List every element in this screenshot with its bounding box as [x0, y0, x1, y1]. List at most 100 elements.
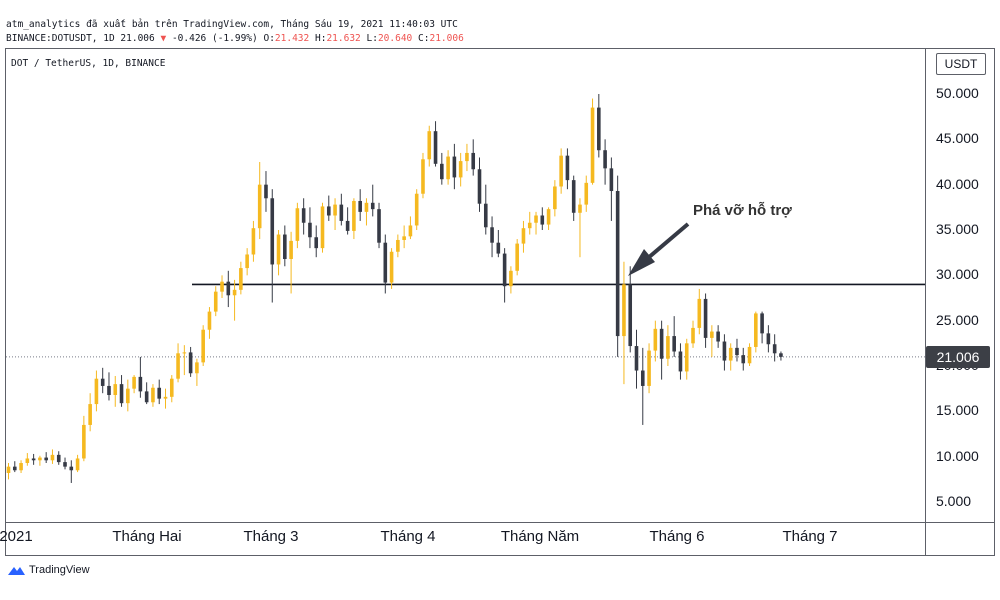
candle-body: [766, 333, 771, 345]
candle-body: [540, 215, 545, 225]
candle-body: [82, 424, 86, 459]
close-label: C:: [418, 33, 430, 44]
x-tick-label: Tháng Hai: [112, 528, 182, 545]
candle-body: [352, 200, 356, 231]
candle-body: [490, 227, 494, 243]
currency-button[interactable]: USDT: [936, 53, 986, 75]
chart-area[interactable]: [5, 48, 995, 556]
close-value: 21.006: [429, 33, 464, 44]
candle-body: [396, 239, 400, 252]
candle-body: [697, 298, 702, 328]
candle-body: [546, 209, 551, 225]
candle-body: [628, 284, 633, 347]
candle-body: [220, 281, 224, 292]
candle-body: [94, 378, 99, 405]
candle-body: [779, 353, 783, 357]
candle-body: [659, 328, 664, 359]
candle-body: [207, 311, 212, 330]
candle-body: [433, 131, 438, 164]
candle-body: [163, 396, 168, 399]
candle-body: [283, 234, 287, 260]
y-tick-label: 5.000: [936, 493, 972, 509]
change-value: -0.426 (-1.99%): [171, 33, 258, 44]
candle-body: [188, 352, 193, 374]
candle-body: [38, 457, 42, 461]
candle-body: [370, 202, 375, 210]
candle-body: [119, 384, 124, 404]
price-scale-divider: [925, 48, 926, 556]
candle-body: [100, 378, 105, 386]
candle-body: [19, 463, 23, 471]
candle-body: [107, 385, 111, 396]
candle-body: [308, 222, 312, 238]
candle-body: [747, 346, 752, 364]
x-tick-label: Tháng 4: [380, 528, 436, 545]
candle-body: [69, 466, 74, 471]
y-tick-label: 30.000: [936, 266, 979, 283]
candle-body: [427, 131, 432, 160]
tradingview-logo-text: TradingView: [29, 564, 90, 576]
candle-body: [358, 200, 362, 212]
candle-body: [634, 346, 639, 371]
candle-body: [710, 331, 714, 338]
candle-body: [754, 313, 758, 347]
x-tick-label: Tháng 7: [782, 528, 838, 545]
candle-body: [772, 344, 777, 354]
candle-body: [571, 180, 576, 213]
y-tick-label: 10.000: [936, 447, 979, 464]
candle-body: [251, 228, 256, 255]
candle-body: [603, 150, 607, 169]
candle-body: [377, 209, 381, 243]
annotation-arrow-head: [628, 249, 655, 276]
candle-body: [232, 289, 237, 296]
candle-body: [584, 182, 589, 205]
tradingview-cloud-icon: [8, 567, 25, 575]
last-price-label: 21.006: [926, 346, 990, 368]
candle-body: [276, 234, 281, 265]
candle-body: [75, 458, 80, 471]
x-tick-label: Tháng 3: [243, 528, 299, 545]
candle-body: [622, 284, 626, 337]
candle-body: [640, 370, 645, 386]
last-value: 21.006: [120, 33, 155, 44]
ohlc-line: BINANCE:DOTUSDT, 1D 21.006 ▼ -0.426 (-1.…: [6, 33, 464, 44]
candle-body: [521, 228, 526, 244]
symbol-title: DOT / TetherUS, 1D, BINANCE: [11, 58, 166, 69]
candle-body: [12, 466, 17, 471]
candle-body: [703, 298, 708, 338]
candle-body: [741, 355, 746, 364]
candle-body: [339, 204, 344, 221]
candle-body: [408, 225, 413, 237]
candle-body: [502, 253, 507, 287]
candle-body: [144, 391, 149, 403]
candle-body: [402, 236, 406, 240]
candle-body: [333, 204, 337, 216]
candle-body: [182, 352, 187, 354]
candle-body: [446, 156, 450, 180]
candle-body: [383, 242, 388, 283]
low-value: 20.640: [377, 33, 413, 44]
candle-body: [722, 341, 727, 361]
x-tick-label: 2021: [0, 528, 33, 545]
candle-body: [169, 378, 174, 397]
candle-body: [597, 107, 601, 151]
y-tick-label: 35.000: [936, 221, 979, 237]
candle-body: [56, 454, 61, 463]
annotation-arrow-shaft: [646, 222, 690, 260]
publisher-line: atm_analytics đã xuất bản trên TradingVi…: [6, 19, 458, 30]
candle-body: [257, 184, 262, 229]
candle-body: [716, 331, 720, 342]
candle-body: [25, 458, 30, 464]
x-tick-label: Tháng 6: [649, 528, 705, 545]
tradingview-logo[interactable]: TradingView: [6, 564, 90, 576]
candle-body: [477, 169, 482, 204]
candle-body: [157, 387, 162, 399]
candle-body: [314, 237, 319, 249]
candle-body: [666, 336, 670, 359]
candle-body: [615, 191, 620, 337]
candle-body: [728, 347, 733, 361]
y-tick-label: 40.000: [936, 175, 979, 192]
candle-body: [565, 155, 570, 181]
candle-body: [88, 404, 92, 425]
